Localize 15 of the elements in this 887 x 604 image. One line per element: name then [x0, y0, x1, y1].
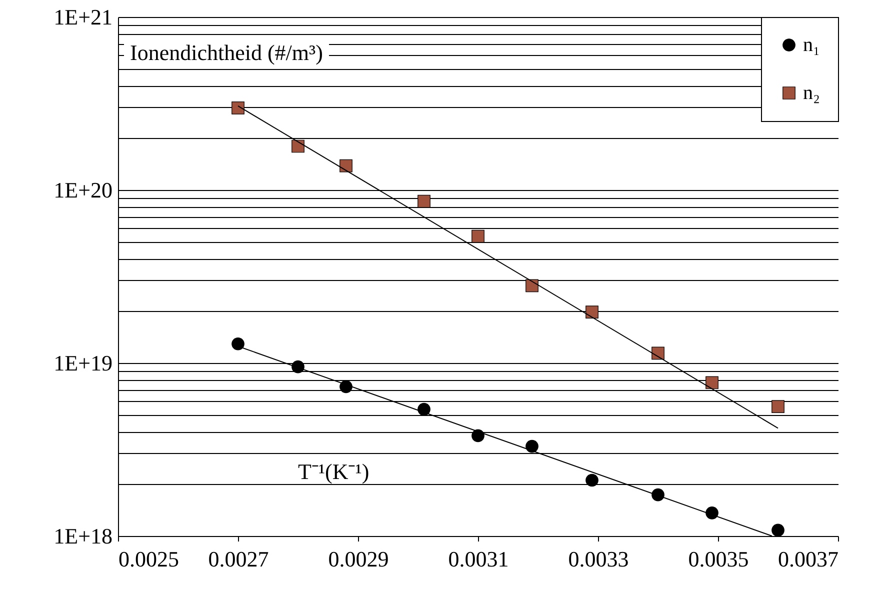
legend-label: n₁	[803, 34, 820, 56]
y-tick-label: 1E+19	[54, 350, 112, 376]
annotation: Ionendichtheid (#/m³)	[124, 38, 329, 68]
legend-label: n₂	[803, 82, 820, 104]
y-tick-label: 1E+18	[54, 524, 112, 548]
x-tick-label: 0.0037	[778, 546, 838, 572]
y-tick-label: 1E+20	[54, 178, 112, 202]
x-tick-label: 0.0035	[688, 546, 749, 572]
x-tick-label: 0.0033	[568, 546, 629, 572]
y-tick-label: 1E+21	[54, 4, 112, 30]
x-tick-label: 0.0031	[448, 546, 509, 572]
x-tick-label: 0.0025	[118, 546, 179, 572]
annotation: T⁻¹(K⁻¹)	[298, 459, 370, 484]
x-tick-label: 0.0029	[328, 546, 389, 572]
x-tick-label: 0.0027	[208, 546, 269, 572]
